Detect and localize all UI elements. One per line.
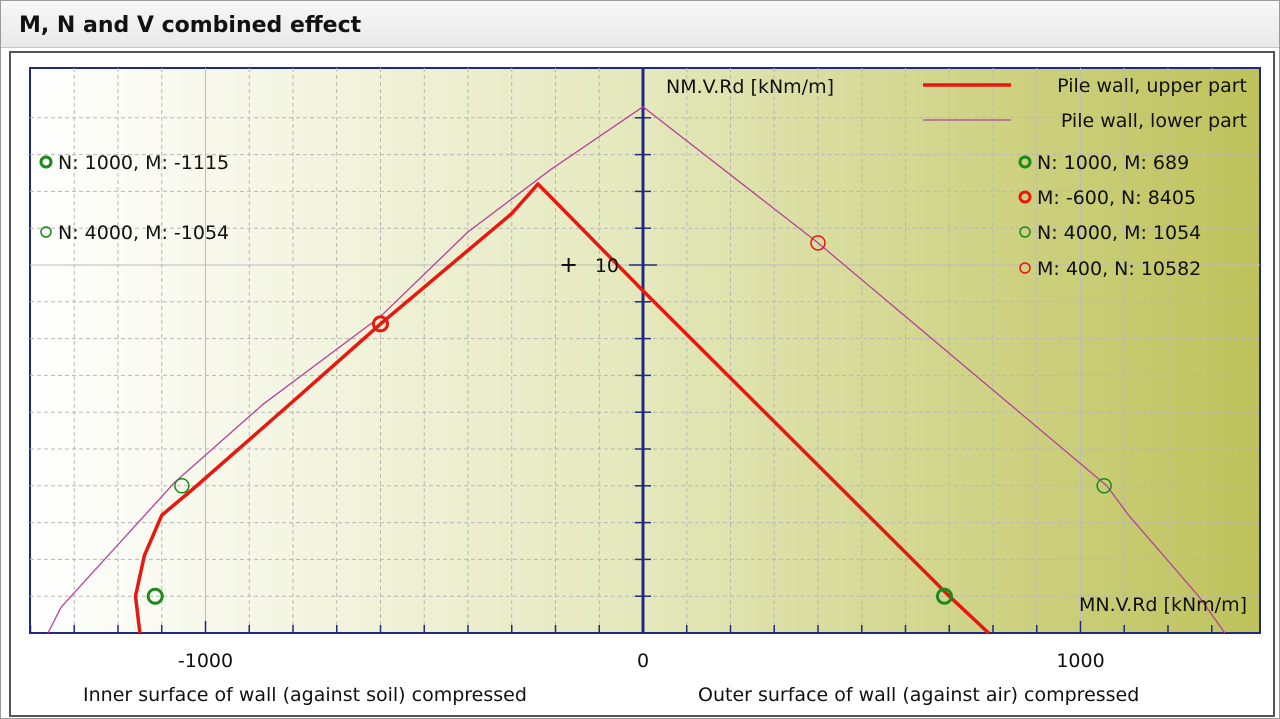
marker-legend-symbol — [1018, 190, 1032, 204]
data-point-marker — [372, 315, 389, 333]
marker-legend-label: M: -600, N: 8405 — [1037, 187, 1196, 209]
chart-frame: -1000 0 1000 10 NM.V.Rd [kNm/m] MN.V.Rd [kNm/… — [9, 51, 1275, 717]
x-tick-label: -1000 — [178, 650, 233, 672]
data-point-marker — [935, 587, 953, 605]
inner-surface-caption: Inner surface of wall (against soil) com… — [83, 684, 527, 706]
x-tick-label: 0 — [637, 650, 649, 672]
marker-group — [146, 235, 1112, 605]
outer-surface-caption: Outer surface of wall (against air) comp… — [698, 684, 1139, 706]
legend-label: Pile wall, lower part — [1061, 110, 1247, 132]
x-axis-title: MN.V.Rd [kNm/m] — [1079, 594, 1247, 616]
chart-svg: -1000 0 1000 10 NM.V.Rd [kNm/m] MN.V.Rd [kNm/… — [29, 67, 1261, 706]
series-group — [47, 106, 1226, 635]
y-tick-label: 10 — [595, 255, 619, 277]
marker-legend-label: N: 4000, M: -1054 — [58, 222, 229, 244]
axes — [29, 68, 1260, 634]
data-point-marker — [810, 235, 826, 251]
plot-background — [29, 67, 1261, 634]
marker-legend-label: M: 400, N: 10582 — [1037, 258, 1201, 280]
series-line — [133, 182, 990, 635]
data-point-marker — [174, 478, 190, 494]
x-tick-label: 1000 — [1056, 650, 1104, 672]
data-point-marker — [146, 587, 164, 605]
label-group: -1000 0 1000 10 NM.V.Rd [kNm/m] MN.V.Rd [kNm/… — [39, 75, 1247, 706]
marker-legend-symbol — [1018, 155, 1032, 169]
marker-legend-symbol — [40, 226, 52, 238]
marker-legend-label: N: 1000, M: 689 — [1037, 152, 1189, 174]
y-axis-title: NM.V.Rd [kNm/m] — [666, 76, 834, 98]
series-line — [47, 106, 1226, 634]
window-title: M, N and V combined effect — [19, 13, 362, 38]
marker-legend-symbol — [39, 155, 53, 169]
marker-legend-label: N: 1000, M: -1115 — [58, 152, 229, 174]
data-point-marker — [1096, 478, 1112, 494]
marker-legend-symbol — [1019, 262, 1031, 274]
marker-legend-label: N: 4000, M: 1054 — [1037, 222, 1201, 244]
title-bar: M, N and V combined effect — [1, 1, 1279, 48]
legend-label: Pile wall, upper part — [1057, 75, 1247, 97]
marker-legend-symbol — [1019, 226, 1031, 238]
